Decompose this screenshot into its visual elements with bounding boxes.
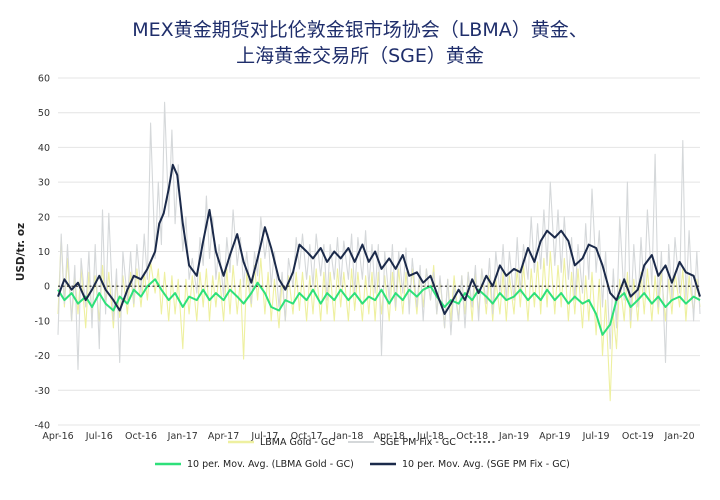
x-tick-label: Jan-20 (663, 431, 694, 442)
legend-label-lbma-ma: 10 per. Mov. Avg. (LBMA Gold - GC) (187, 459, 354, 470)
x-tick-label: Oct-16 (125, 431, 157, 442)
y-tick-label: -10 (34, 316, 50, 327)
y-tick-label: -30 (34, 386, 50, 397)
x-tick-label: Oct-17 (291, 431, 323, 442)
legend-label-sge-pm: SGE PM Fix - GC (380, 437, 456, 448)
legend-label-lbma-gold: LBMA Gold - GC (260, 437, 335, 448)
y-tick-label: 40 (38, 143, 50, 154)
series-lines (57, 101, 701, 402)
chart-title-line-1: MEX黄金期货对比伦敦金银市场协会（LBMA）黄金、 (132, 19, 587, 41)
x-tick-label: Apr-18 (374, 431, 405, 442)
series-line-lbma-ma (57, 278, 701, 336)
y-tick-label: -20 (34, 351, 50, 362)
y-tick-label: 10 (38, 247, 50, 258)
x-tick-label: Jan-17 (167, 431, 198, 442)
series-line-sge-pm (57, 101, 701, 371)
x-tick-label: Oct-19 (622, 431, 654, 442)
y-tick-label: -40 (34, 421, 50, 432)
y-tick-label: 0 (44, 282, 50, 293)
series-line-sge-ma (57, 163, 701, 315)
y-tick-label: 60 (38, 74, 50, 85)
x-tick-label: Jul-18 (416, 431, 444, 442)
x-tick-label: Jan-19 (498, 431, 529, 442)
x-tick-label: Apr-16 (42, 431, 73, 442)
y-tick-label: 50 (38, 108, 50, 119)
x-tick-labels: Apr-16 Jul-16 Oct-16 Jan-17 Apr-17 Jul-17 Oct-… (42, 431, 694, 442)
legend: LBMA Gold - GC SGE PM Fix - GC 10 per. Mov… (155, 437, 570, 470)
y-tick-labels: 60 50 40 30 20 10 0 -10 -20 -30 -40 (34, 74, 50, 432)
x-tick-label: Jul-19 (582, 431, 610, 442)
x-tick-label: Oct-18 (456, 431, 488, 442)
legend-label-sge-ma: 10 per. Mov. Avg. (SGE PM Fix - GC) (402, 459, 570, 470)
chart-title-line-2: 上海黄金交易所（SGE）黄金 (236, 45, 484, 67)
y-axis-label: USD/tr. oz (15, 223, 27, 281)
x-tick-label: Jan-18 (332, 431, 363, 442)
x-tick-label: Jul-17 (250, 431, 278, 442)
y-tick-label: 20 (38, 212, 50, 223)
y-tick-label: 30 (38, 178, 50, 189)
x-tick-label: Apr-19 (539, 431, 570, 442)
x-tick-label: Apr-17 (208, 431, 239, 442)
x-tick-label: Jul-16 (85, 431, 113, 442)
series-line-lbma-gold (57, 237, 701, 402)
